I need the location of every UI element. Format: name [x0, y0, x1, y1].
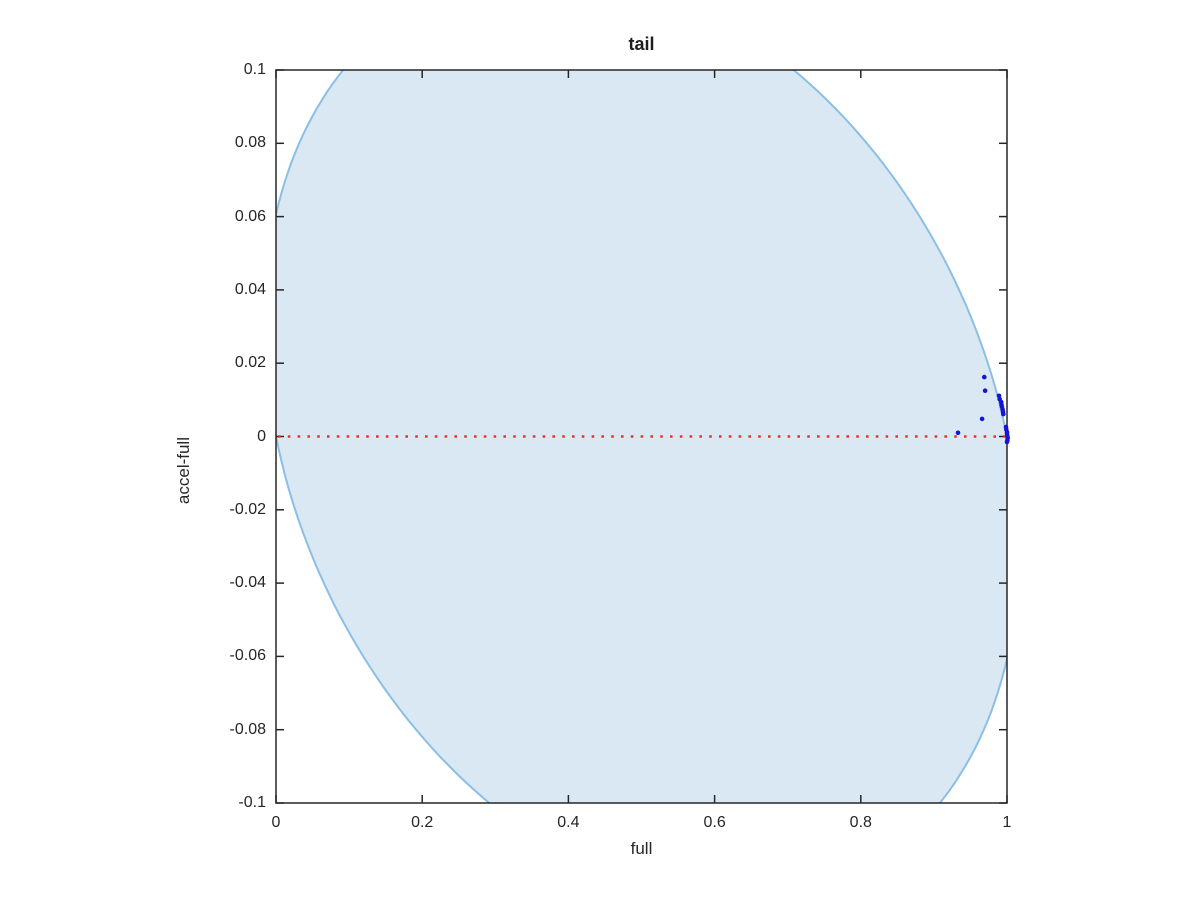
chart-title: tail [628, 34, 655, 54]
y-tick-label: -0.1 [238, 794, 266, 811]
data-point [982, 388, 988, 394]
y-tick-label: -0.06 [229, 647, 266, 665]
y-tick-label: 0.02 [234, 354, 266, 372]
y-tick-label: -0.08 [229, 720, 266, 738]
y-tick-label: 0.06 [234, 207, 266, 225]
y-tick-label: 0.04 [234, 280, 266, 298]
tick-marks [275, 69, 1008, 804]
y-tick-label: -0.04 [229, 574, 266, 592]
data-point [1001, 411, 1006, 417]
y-tick-label: -0.02 [229, 500, 266, 518]
feasible-region-ellipse [276, 70, 1007, 803]
y-tick-label: 0 [257, 427, 266, 445]
y-tick-label: 0.1 [243, 61, 266, 78]
x-tick-label: 0.8 [849, 814, 872, 831]
scatter-series [955, 374, 1010, 445]
data-point [979, 416, 985, 422]
data-point [982, 374, 987, 380]
x-tick-label: 1 [1002, 814, 1012, 831]
x-axis-label: full [630, 839, 653, 858]
y-tick-label: 0.08 [234, 134, 266, 152]
x-tick-label: 0 [271, 814, 281, 831]
data-point [955, 430, 961, 436]
x-tick-label: 0.6 [703, 814, 726, 831]
x-tick-label: 0.2 [411, 814, 434, 831]
data-point [1004, 439, 1010, 445]
x-tick-label: 0.4 [557, 814, 580, 831]
